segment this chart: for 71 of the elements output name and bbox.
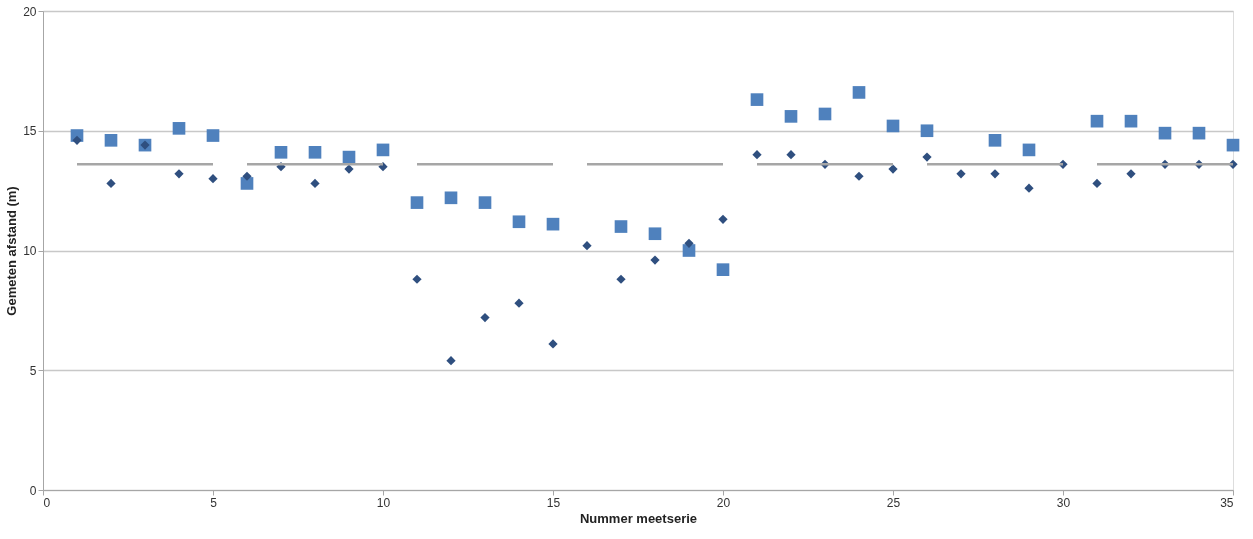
x-tick-label: 0 [43, 495, 51, 510]
point [956, 169, 966, 179]
point [684, 238, 694, 248]
point [886, 119, 900, 133]
point [512, 215, 526, 229]
point [752, 150, 762, 160]
point [650, 255, 660, 265]
point [412, 274, 422, 284]
point [174, 169, 184, 179]
point [514, 298, 524, 308]
point [172, 122, 186, 135]
x-axis-title: Nummer meetserie [579, 510, 698, 526]
point [206, 129, 220, 142]
x-tick-label: 20 [716, 495, 731, 510]
point [1226, 138, 1240, 152]
point [240, 177, 254, 190]
point [1024, 183, 1034, 193]
point [546, 217, 560, 231]
point [410, 196, 424, 209]
y-tick-label: 20 [23, 4, 37, 19]
point [342, 150, 356, 164]
point [274, 145, 288, 159]
point [682, 244, 696, 257]
point [1126, 169, 1136, 179]
point [548, 339, 558, 349]
x-tick-label: 25 [886, 495, 901, 510]
x-tick-label: 5 [210, 495, 218, 510]
y-tick-label: 10 [23, 244, 37, 258]
y-tick-label: 0 [29, 483, 37, 498]
point [718, 214, 728, 224]
point [922, 152, 932, 162]
point [446, 356, 456, 366]
point [480, 312, 490, 323]
x-tick-label: 10 [376, 495, 391, 510]
x-tick-label: 15 [546, 495, 561, 510]
point [242, 171, 252, 181]
point [208, 174, 218, 184]
point [988, 134, 1002, 147]
point [1192, 126, 1206, 140]
point [920, 124, 934, 138]
point [854, 171, 864, 181]
point [376, 143, 390, 157]
point [990, 169, 1000, 179]
point [648, 227, 662, 241]
point [444, 191, 458, 205]
point [310, 178, 320, 189]
point [104, 134, 118, 147]
point [786, 150, 796, 160]
point [852, 86, 866, 99]
point [72, 135, 82, 145]
point [1022, 143, 1036, 157]
point [750, 93, 764, 106]
point [1092, 178, 1102, 189]
point [582, 241, 592, 251]
point [616, 274, 626, 284]
point [308, 145, 322, 159]
point [1124, 114, 1138, 128]
x-tick-label: 30 [1056, 495, 1071, 510]
x-tick-label: 35 [1220, 495, 1234, 510]
y-axis-title: Gemeten afstand (m) [4, 186, 20, 316]
point [1158, 126, 1172, 140]
y-tick-label: 15 [23, 124, 37, 139]
point [614, 220, 628, 233]
point [106, 178, 116, 189]
point [716, 263, 730, 276]
y-tick-label: 5 [29, 363, 37, 378]
point [818, 107, 832, 121]
point [478, 196, 492, 209]
point [1090, 114, 1104, 128]
point [888, 164, 898, 174]
point [784, 110, 798, 123]
